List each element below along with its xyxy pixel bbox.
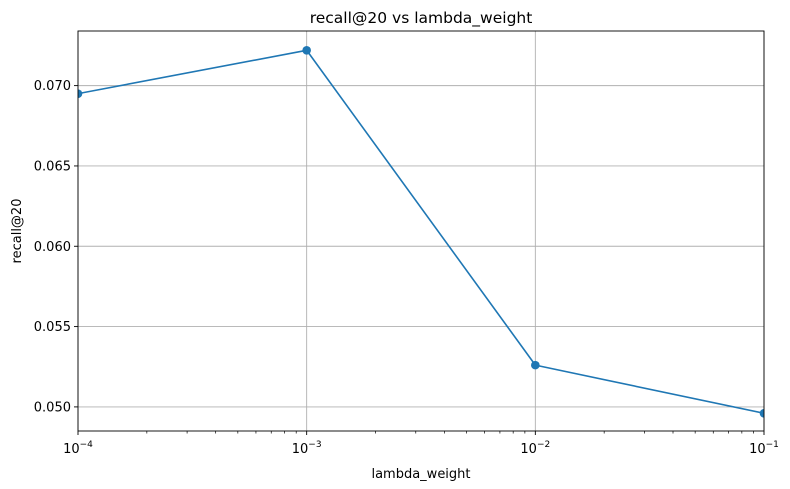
x-tick-label-exponent: −2 xyxy=(537,440,550,450)
x-tick-label-base: 10 xyxy=(520,442,537,457)
data-point xyxy=(302,45,311,55)
y-axis-ticks: 0.050 0.055 0.060 0.065 0.070 xyxy=(34,79,78,415)
plot-background xyxy=(78,31,764,431)
plot-area xyxy=(77,30,765,434)
y-tick-label: 0.070 xyxy=(34,79,71,94)
x-tick-label: 10−1 xyxy=(749,440,779,457)
x-tick-label-base: 10 xyxy=(749,442,766,457)
y-tick-label: 0.055 xyxy=(34,320,71,335)
plot-frame xyxy=(77,30,765,432)
y-tick-label: 0.065 xyxy=(34,159,71,174)
y-tick-label: 0.050 xyxy=(34,400,71,415)
x-minor-ticks xyxy=(146,431,754,434)
x-tick-label-base: 10 xyxy=(63,442,80,457)
x-tick-label-base: 10 xyxy=(292,442,309,457)
data-point xyxy=(759,409,764,418)
series-group xyxy=(78,45,764,418)
x-tick-label: 10−4 xyxy=(63,440,93,457)
x-axis-ticks: 10−4 10−3 10−2 10−1 xyxy=(63,431,779,457)
series-line xyxy=(78,49,764,415)
x-tick-label: 10−3 xyxy=(292,440,322,457)
chart-title: recall@20 vs lambda_weight xyxy=(310,9,533,28)
x-tick-label-exponent: −1 xyxy=(766,440,779,450)
data-point xyxy=(531,360,540,370)
data-point xyxy=(78,89,83,98)
x-tick-label-exponent: −3 xyxy=(308,440,321,450)
x-tick-label-exponent: −4 xyxy=(80,440,94,450)
y-tick-label: 0.060 xyxy=(34,240,71,255)
x-axis-label: lambda_weight xyxy=(371,467,470,482)
x-tick-label: 10−2 xyxy=(520,440,550,457)
y-axis-label: recall@20 xyxy=(10,199,25,264)
grid xyxy=(77,31,765,431)
